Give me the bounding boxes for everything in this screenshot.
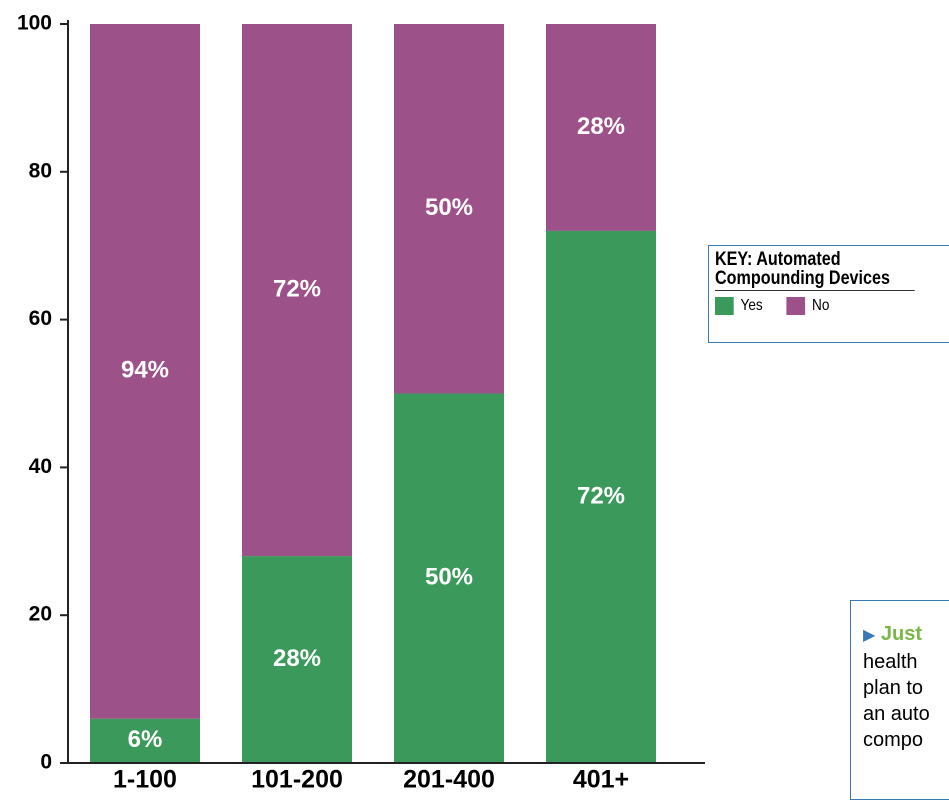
bar-segment <box>90 718 200 763</box>
legend-item: Yes <box>715 297 763 315</box>
x-tick-label: 1-100 <box>113 766 177 794</box>
annotation-lead: Just <box>880 623 922 645</box>
data-label: 72% <box>577 482 625 509</box>
arrow-icon: ▶ <box>863 627 876 644</box>
legend-title: KEY: Automated Compounding Devices <box>715 250 915 291</box>
annotation-line: compo <box>863 729 924 751</box>
data-label: 28% <box>273 645 321 672</box>
x-tick-label: 401+ <box>573 766 629 794</box>
y-tick-label: 60 <box>29 307 52 330</box>
data-label: 94% <box>121 357 169 384</box>
x-tick-label: 101-200 <box>251 766 343 794</box>
legend-items: Yes No <box>715 297 916 315</box>
y-tick-label: 100 <box>17 12 52 35</box>
bar-segment <box>394 393 504 763</box>
annotation: ▶ Just health plan to an auto compo <box>850 600 949 800</box>
legend-swatch <box>715 297 734 315</box>
legend-swatch <box>786 297 806 315</box>
legend-label: No <box>811 297 830 314</box>
legend: KEY: Automated Compounding Devices Yes No <box>708 245 949 343</box>
data-label: 72% <box>273 275 321 302</box>
bar-segment <box>242 556 352 763</box>
annotation-line: plan to <box>863 677 924 699</box>
data-label: 28% <box>577 113 625 140</box>
x-tick-label: 201-400 <box>403 766 495 794</box>
bar-segment <box>394 24 504 394</box>
bar-segment <box>546 230 656 764</box>
annotation-line: an auto <box>863 703 930 725</box>
annotation-lines: health plan to an auto compo <box>863 649 949 753</box>
annotation-lead-line: ▶ Just <box>863 621 949 649</box>
bar-segment <box>546 24 656 231</box>
bar-segment <box>242 24 352 557</box>
bar-segment <box>90 24 200 719</box>
y-tick-label: 80 <box>29 159 52 182</box>
annotation-line: health <box>863 651 918 673</box>
legend-label: Yes <box>740 297 763 314</box>
y-tick-label: 20 <box>29 603 52 626</box>
y-tick-label: 40 <box>29 455 52 478</box>
data-label: 6% <box>128 726 163 753</box>
data-label: 50% <box>425 194 473 221</box>
data-label: 50% <box>425 564 473 591</box>
y-tick-label: 0 <box>40 751 52 774</box>
legend-item: No <box>786 297 829 315</box>
